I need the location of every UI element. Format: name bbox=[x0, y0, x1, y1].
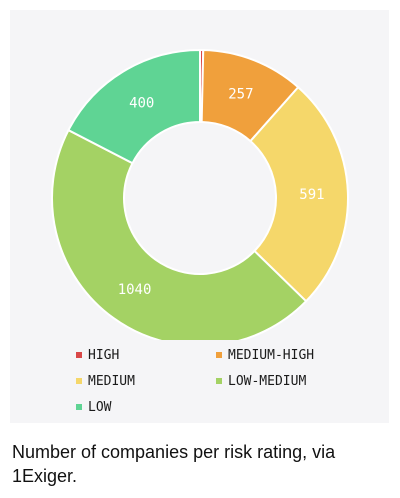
chart-legend: HIGH MEDIUM-HIGH MEDIUM LOW-MEDIUM LOW bbox=[76, 346, 376, 416]
legend-swatch-low bbox=[76, 404, 82, 410]
legend-item-high: HIGH bbox=[76, 346, 216, 364]
data-label-low-medium: 1040 bbox=[118, 282, 152, 298]
legend-label-low: LOW bbox=[88, 399, 112, 415]
donut-slice-low bbox=[67, 48, 201, 165]
data-label-medium-high: 257 bbox=[228, 87, 253, 103]
chart-panel: 257 591 1040 400 HIGH MEDIUM-HIGH MEDIUM LO… bbox=[10, 10, 389, 423]
legend-label-medium-high: MEDIUM-HIGH bbox=[228, 347, 315, 363]
legend-swatch-medium bbox=[76, 378, 82, 384]
legend-label-high: HIGH bbox=[88, 347, 120, 363]
data-label-low: 400 bbox=[129, 95, 154, 111]
legend-label-medium: MEDIUM bbox=[88, 373, 135, 389]
legend-swatch-low-medium bbox=[216, 378, 222, 384]
legend-swatch-medium-high bbox=[216, 352, 222, 358]
data-label-medium: 591 bbox=[299, 187, 324, 203]
legend-swatch-high bbox=[76, 352, 82, 358]
legend-item-low-medium: LOW-MEDIUM bbox=[216, 372, 366, 390]
legend-item-medium: MEDIUM bbox=[76, 372, 216, 390]
donut-slice-low-medium bbox=[51, 128, 308, 340]
legend-item-low: LOW bbox=[76, 398, 216, 416]
legend-item-medium-high: MEDIUM-HIGH bbox=[216, 346, 366, 364]
legend-label-low-medium: LOW-MEDIUM bbox=[228, 373, 307, 389]
donut-chart: 257 591 1040 400 bbox=[51, 48, 349, 340]
figure-caption: Number of companies per risk rating, via… bbox=[12, 442, 336, 486]
donut-slice-medium bbox=[248, 85, 349, 303]
